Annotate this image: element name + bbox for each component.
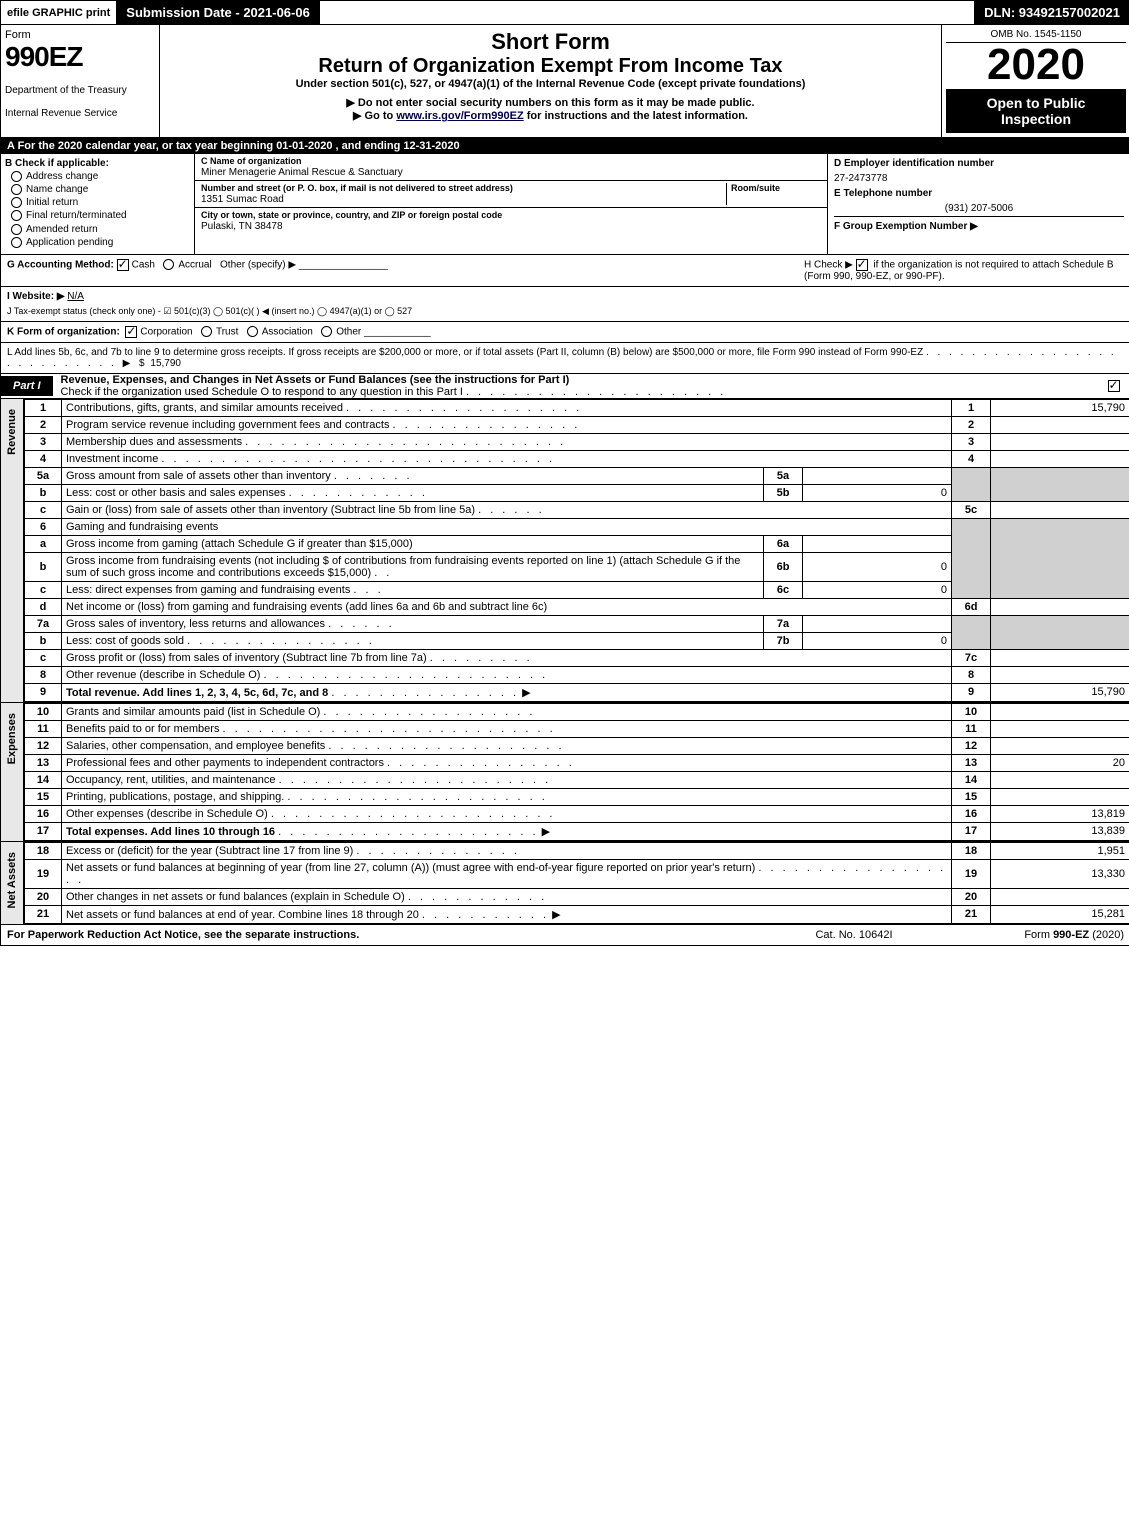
part-i-title: Revenue, Expenses, and Changes in Net As… bbox=[53, 374, 1100, 398]
header-left: Form 990EZ Department of the Treasury In… bbox=[1, 25, 160, 137]
section-subtitle: Under section 501(c), 527, or 4947(a)(1)… bbox=[168, 78, 933, 90]
opt-address-change[interactable]: Address change bbox=[11, 171, 190, 182]
expenses-table: 10Grants and similar amounts paid (list … bbox=[24, 703, 1129, 841]
org-name-label: C Name of organization bbox=[201, 156, 302, 166]
k-corp-checkbox[interactable] bbox=[125, 326, 137, 338]
g-other: Other (specify) ▶ bbox=[220, 259, 296, 270]
k-label: K Form of organization: bbox=[7, 326, 120, 337]
k-other-radio[interactable] bbox=[321, 326, 332, 337]
part-i-label: Part I bbox=[1, 376, 53, 396]
g-cash-checkbox[interactable] bbox=[117, 259, 129, 271]
l-text: L Add lines 5b, 6c, and 7b to line 9 to … bbox=[7, 347, 923, 358]
short-form-title: Short Form bbox=[168, 29, 933, 55]
netassets-table: 18Excess or (deficit) for the year (Subt… bbox=[24, 842, 1129, 924]
row-j: J Tax-exempt status (check only one) - ☑… bbox=[7, 306, 1124, 317]
revenue-side-label: Revenue bbox=[1, 399, 24, 702]
header-right: OMB No. 1545-1150 2020 Open to Public In… bbox=[942, 25, 1129, 137]
expenses-side-label: Expenses bbox=[1, 703, 24, 841]
goto-pre: ▶ Go to bbox=[353, 110, 396, 122]
row-h: H Check ▶ if the organization is not req… bbox=[804, 259, 1124, 282]
section-c: C Name of organization Miner Menagerie A… bbox=[195, 154, 828, 254]
group-label: F Group Exemption Number ▶ bbox=[834, 216, 1124, 234]
part-i-check-text: Check if the organization used Schedule … bbox=[61, 386, 463, 398]
g-label: G Accounting Method: bbox=[7, 259, 114, 270]
k-assoc: Association bbox=[262, 326, 313, 337]
section-b: B Check if applicable: Address change Na… bbox=[1, 154, 195, 254]
opt-name-change[interactable]: Name change bbox=[11, 184, 190, 195]
footer-right: Form 990-EZ (2020) bbox=[944, 929, 1124, 941]
row-i: I Website: ▶ N/A bbox=[7, 291, 1124, 302]
h-pre: H Check ▶ bbox=[804, 259, 853, 270]
netassets-side-label: Net Assets bbox=[1, 842, 24, 924]
open-public: Open to Public Inspection bbox=[946, 89, 1126, 133]
city-label: City or town, state or province, country… bbox=[201, 210, 502, 220]
g-accrual: Accrual bbox=[178, 259, 211, 270]
opt-amended-return[interactable]: Amended return bbox=[11, 224, 190, 235]
opt-application-pending[interactable]: Application pending bbox=[11, 237, 190, 248]
irs-link[interactable]: www.irs.gov/Form990EZ bbox=[396, 110, 523, 122]
row-l: L Add lines 5b, 6c, and 7b to line 9 to … bbox=[1, 343, 1129, 374]
opt-final-return[interactable]: Final return/terminated bbox=[11, 210, 190, 221]
k-trust: Trust bbox=[216, 326, 238, 337]
i-label: I Website: ▶ bbox=[7, 291, 65, 302]
return-title: Return of Organization Exempt From Incom… bbox=[168, 55, 933, 78]
footer-left: For Paperwork Reduction Act Notice, see … bbox=[7, 929, 764, 941]
part-i-checkbox[interactable] bbox=[1108, 380, 1120, 392]
addr-label: Number and street (or P. O. box, if mail… bbox=[201, 183, 513, 193]
ein-label: D Employer identification number bbox=[834, 156, 1124, 171]
irs-label: Internal Revenue Service bbox=[5, 108, 155, 119]
footer: For Paperwork Reduction Act Notice, see … bbox=[1, 925, 1129, 945]
k-corp: Corporation bbox=[140, 326, 192, 337]
row-k: K Form of organization: Corporation Trus… bbox=[1, 322, 1129, 343]
section-b-title: B Check if applicable: bbox=[5, 158, 109, 169]
k-trust-radio[interactable] bbox=[201, 326, 212, 337]
part-i-header: Part I Revenue, Expenses, and Changes in… bbox=[1, 374, 1129, 399]
tax-year: 2020 bbox=[946, 43, 1126, 87]
goto-link-row: ▶ Go to www.irs.gov/Form990EZ for instru… bbox=[168, 109, 933, 122]
tel-value: (931) 207-5006 bbox=[834, 201, 1124, 216]
header-center: Short Form Return of Organization Exempt… bbox=[160, 25, 942, 137]
city-value: Pulaski, TN 38478 bbox=[201, 221, 283, 232]
dept-treasury: Department of the Treasury bbox=[5, 85, 155, 96]
org-name: Miner Menagerie Animal Rescue & Sanctuar… bbox=[201, 167, 403, 178]
dln-label: DLN: 93492157002021 bbox=[974, 1, 1129, 24]
h-checkbox[interactable] bbox=[856, 259, 868, 271]
form-number: 990EZ bbox=[5, 41, 155, 73]
k-other: Other bbox=[336, 326, 361, 337]
l-amount: 15,790 bbox=[150, 358, 181, 369]
row-g: G Accounting Method: Cash Accrual Other … bbox=[7, 259, 804, 282]
footer-mid: Cat. No. 10642I bbox=[764, 929, 944, 941]
addr-value: 1351 Sumac Road bbox=[201, 194, 284, 205]
website-value: N/A bbox=[67, 291, 84, 302]
tax-year-row: A For the 2020 calendar year, or tax yea… bbox=[1, 138, 1129, 154]
k-assoc-radio[interactable] bbox=[247, 326, 258, 337]
tel-label: E Telephone number bbox=[834, 186, 1124, 201]
ssn-warning: ▶ Do not enter social security numbers o… bbox=[168, 96, 933, 109]
ein-value: 27-2473778 bbox=[834, 171, 1124, 186]
opt-initial-return[interactable]: Initial return bbox=[11, 197, 190, 208]
g-cash: Cash bbox=[132, 259, 155, 270]
submission-date: Submission Date - 2021-06-06 bbox=[116, 1, 320, 24]
form-word: Form bbox=[5, 29, 155, 41]
room-label: Room/suite bbox=[731, 183, 780, 193]
goto-post: for instructions and the latest informat… bbox=[524, 110, 748, 122]
top-bar: efile GRAPHIC print Submission Date - 20… bbox=[1, 1, 1129, 25]
section-def: D Employer identification number 27-2473… bbox=[828, 154, 1129, 254]
revenue-table: 1Contributions, gifts, grants, and simil… bbox=[24, 399, 1129, 702]
g-accrual-radio[interactable] bbox=[163, 259, 174, 270]
efile-label: efile GRAPHIC print bbox=[1, 5, 116, 21]
